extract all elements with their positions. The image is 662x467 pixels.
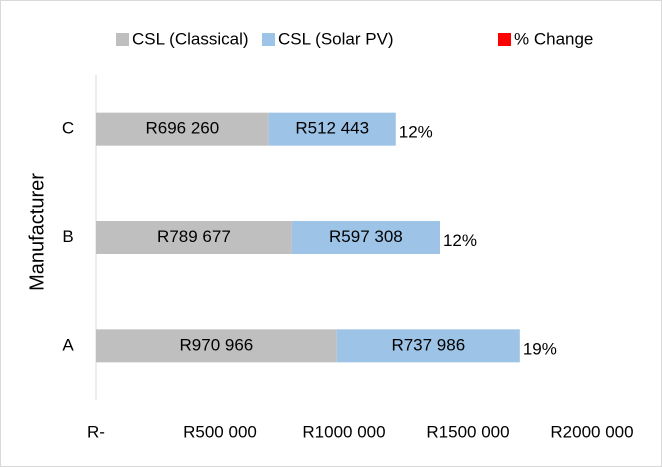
x-tick-label: R1500 000 — [426, 422, 509, 441]
bar-segment — [96, 221, 292, 254]
legend-swatch — [262, 33, 275, 46]
data-label: 12% — [399, 123, 433, 142]
legend-swatch — [498, 33, 511, 46]
bar-segment — [336, 329, 520, 363]
data-label: R789 677 — [157, 227, 231, 246]
legend-swatch — [116, 33, 129, 46]
y-tick-label: A — [62, 335, 74, 354]
x-tick-label: R500 000 — [183, 422, 257, 441]
bar-segment — [96, 329, 337, 363]
data-label: R737 986 — [391, 335, 465, 354]
x-tick-label: R2000 000 — [550, 422, 633, 441]
data-label: R970 966 — [180, 335, 254, 354]
legend-label: CSL (Solar PV) — [278, 29, 394, 48]
bar-segment — [291, 221, 440, 254]
legend-label: % Change — [514, 29, 593, 48]
bar-segment — [268, 112, 396, 146]
data-label: R512 443 — [295, 119, 369, 138]
y-tick-label: C — [62, 119, 74, 138]
bar-segment — [96, 112, 269, 146]
y-axis-title: Manufacturer — [26, 173, 48, 291]
data-label: 19% — [523, 339, 557, 358]
x-tick-label: R1000 000 — [302, 422, 385, 441]
y-tick-label: B — [62, 227, 73, 246]
data-label: R597 308 — [329, 227, 403, 246]
x-tick-label: R- — [87, 422, 105, 441]
data-label: R696 260 — [145, 119, 219, 138]
legend-label: CSL (Classical) — [132, 29, 249, 48]
data-label: 12% — [443, 231, 477, 250]
